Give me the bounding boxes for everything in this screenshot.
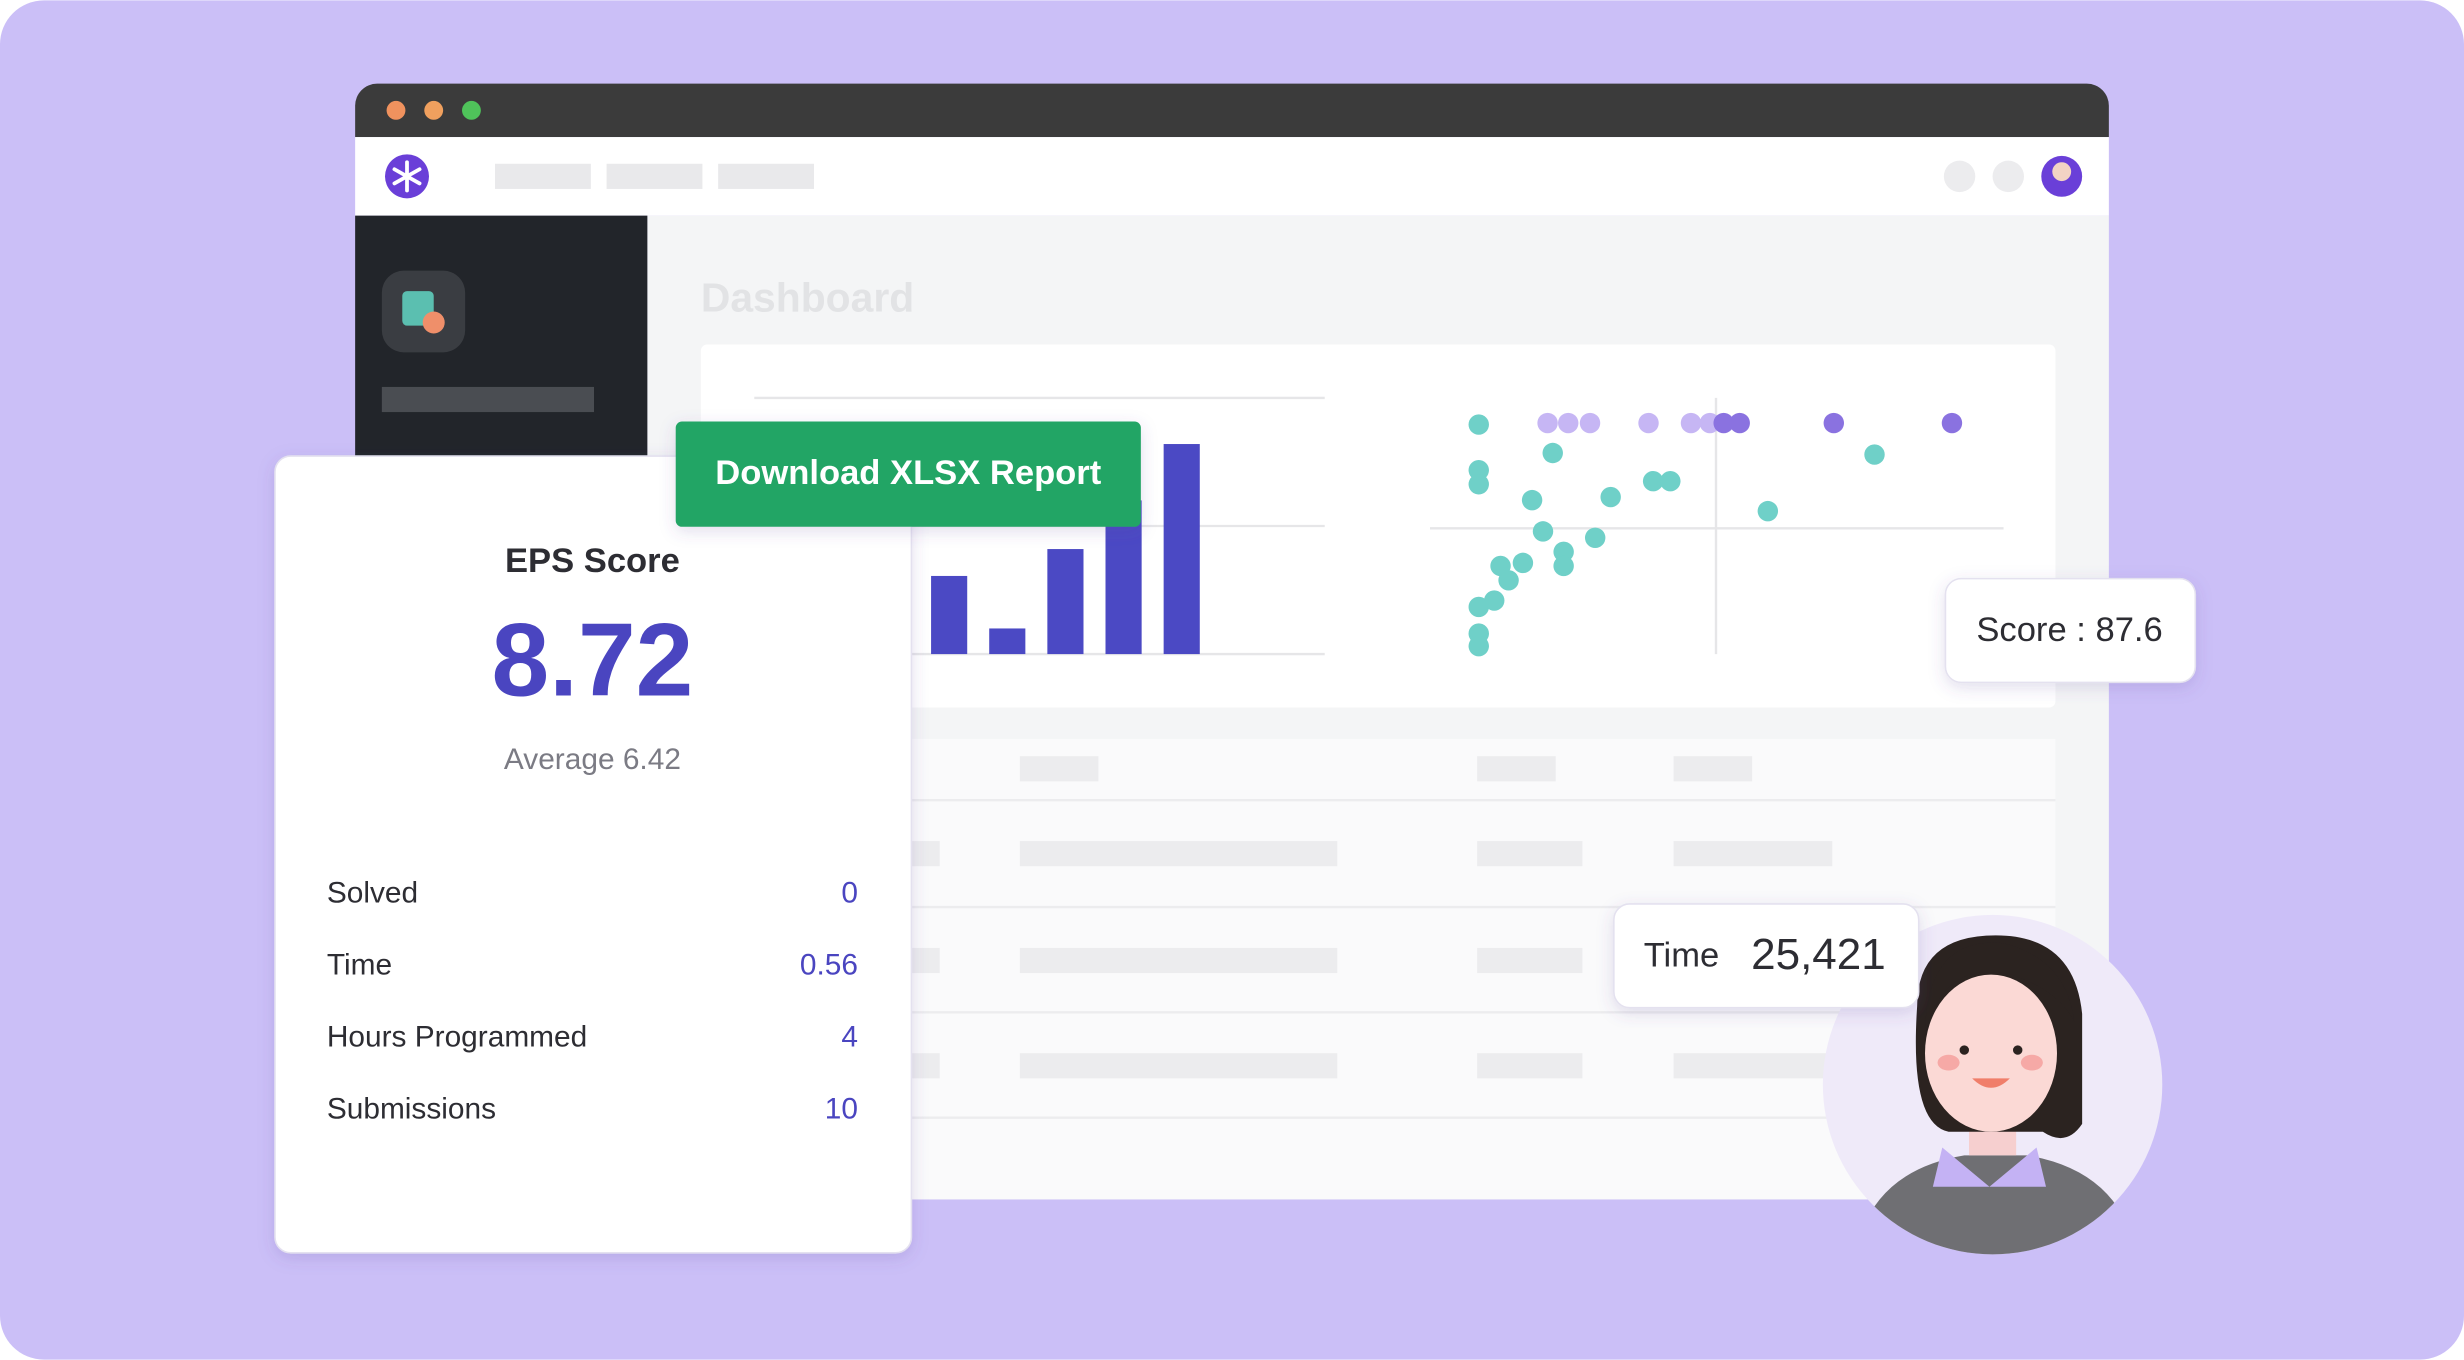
nav-icon[interactable]	[1992, 160, 2024, 193]
scatter-point	[1638, 412, 1659, 434]
sidebar-placeholder	[381, 386, 594, 413]
avatar-fringe	[1925, 942, 2075, 1038]
avatar-body	[1854, 1155, 2138, 1255]
scatter-point	[1542, 442, 1563, 464]
stat-label: Submissions	[327, 1092, 496, 1125]
scatter-point	[1729, 412, 1750, 434]
scatter-point	[1660, 470, 1681, 492]
scatter-point	[1713, 412, 1734, 434]
scatter-point	[1680, 412, 1702, 434]
bar	[931, 575, 968, 655]
card-title: EPS Score	[505, 542, 680, 580]
stat-label: Solved	[327, 876, 418, 909]
scatter-point	[1537, 412, 1558, 434]
cell-placeholder	[911, 947, 940, 974]
scatter-point	[1521, 489, 1543, 511]
bar	[1163, 444, 1200, 655]
cell-placeholder	[1673, 841, 1833, 867]
window-dot[interactable]	[386, 100, 406, 120]
scatter-point	[1584, 527, 1606, 548]
cell-placeholder	[911, 841, 940, 867]
scatter-point	[1553, 555, 1574, 577]
scatter-point	[1600, 486, 1621, 508]
eps-card: EPS Score 8.72 Average 6.42 Solved 0 Time 0…	[274, 455, 913, 1254]
avatar-cheek	[2020, 1054, 2043, 1071]
app-icon-glyph	[422, 311, 445, 334]
user-avatar-face	[2052, 162, 2072, 182]
score-tooltip-text: Score : 87.6	[1976, 611, 2162, 649]
table-placeholders	[911, 756, 1833, 1079]
cell-placeholder	[1019, 947, 1338, 974]
time-tooltip	[1613, 903, 1920, 1009]
scatter-point	[1498, 570, 1519, 591]
cell-placeholder	[1673, 756, 1753, 782]
avatar-eye	[1959, 1045, 1969, 1055]
scatter-point	[1468, 459, 1489, 481]
stat-value: 10	[825, 1092, 858, 1125]
page-title: Dashboard	[701, 274, 914, 320]
person-avatar	[1822, 914, 2163, 1255]
cell-placeholder	[1477, 1053, 1583, 1079]
scatter-chart	[1468, 412, 1963, 657]
card	[274, 455, 913, 1254]
title-bar	[355, 83, 2109, 138]
scatter-point	[1468, 596, 1489, 618]
download-button[interactable]	[675, 421, 1141, 527]
scatter-point	[1757, 500, 1779, 522]
avatar-mouth	[1972, 1078, 2010, 1088]
scatter-point	[1468, 474, 1489, 495]
nav-placeholder[interactable]	[606, 163, 703, 189]
average: Average 6.42	[504, 743, 681, 776]
download-button-label[interactable]: Download XLSX Report	[715, 454, 1101, 492]
scatter-point	[1823, 412, 1845, 434]
stat-value: 4	[841, 1020, 858, 1053]
nav-placeholder[interactable]	[495, 163, 591, 189]
nav-icon[interactable]	[1943, 160, 1976, 193]
cell-placeholder	[1019, 756, 1099, 782]
cell-placeholder	[1477, 841, 1583, 867]
time-tooltip-label: Time	[1644, 936, 1720, 974]
bar	[1047, 549, 1084, 655]
nav-placeholder[interactable]	[718, 163, 814, 189]
cell-placeholder	[1019, 1053, 1338, 1079]
scatter-point	[1512, 552, 1534, 574]
bar	[989, 628, 1026, 655]
stat-value: 0	[841, 876, 858, 909]
browser-window: Dashboard	[355, 83, 2109, 1200]
window-dot[interactable]	[462, 100, 481, 120]
cell-placeholder	[1019, 841, 1338, 867]
cell-placeholder	[1673, 1053, 1833, 1079]
cell-placeholder	[1477, 947, 1583, 974]
scatter-point	[1941, 412, 1963, 434]
scatter-point	[1579, 412, 1601, 434]
scatter-point	[1484, 590, 1505, 611]
scatter-point	[1864, 444, 1885, 465]
score-tooltip	[1944, 577, 2197, 684]
eps-score: 8.72	[492, 602, 694, 718]
stat-label: Time	[327, 948, 392, 981]
scatter-point	[1468, 414, 1489, 435]
time-tooltip-value: 25,421	[1751, 930, 1886, 979]
avatar-face	[1925, 974, 2057, 1132]
scatter-point	[1642, 470, 1664, 492]
window-dot[interactable]	[424, 100, 444, 120]
cell-placeholder	[911, 1053, 940, 1079]
scatter-point	[1468, 635, 1489, 657]
avatar-eye	[2013, 1045, 2023, 1055]
stat-value: 0.56	[800, 948, 858, 981]
logo-mark	[392, 160, 422, 193]
scatter-point	[1553, 541, 1574, 563]
stat-label: Hours Programmed	[327, 1020, 587, 1053]
avatar-cheek	[1937, 1054, 1960, 1071]
cell-placeholder	[1477, 756, 1556, 782]
scatter-point	[1558, 412, 1579, 434]
stats: Solved 0 Time 0.56 Hours Programmed 4 Submissi…	[327, 876, 858, 1125]
scatter-point	[1532, 521, 1554, 542]
avatar-collar	[1932, 1147, 2046, 1187]
